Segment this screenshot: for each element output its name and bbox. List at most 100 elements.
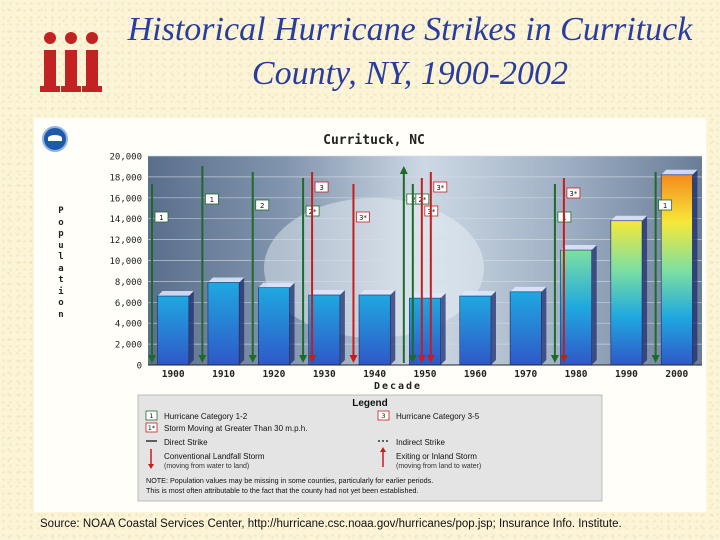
category-box [356,211,370,223]
y-tick-label: 20,000 [109,153,142,163]
y-tick-label: 4,000 [115,320,142,330]
y-tick-label: 16,000 [109,194,142,204]
bar-side [642,215,648,365]
bar-side [692,169,698,365]
bar [409,297,441,366]
bar-top [359,289,396,295]
category-label: 1 [663,202,667,210]
chart-title: Currituck, NC [323,133,425,148]
bar-top [661,169,698,175]
category-box [314,181,329,193]
strike-arrowhead [408,355,417,363]
strike-arrowhead [559,355,568,363]
legend-arrowhead [380,447,386,452]
category-label: 1 [159,214,163,222]
legend-item-label: Hurricane Category 3-5 [396,412,480,421]
legend-key-box [145,422,158,433]
category-box [566,187,581,199]
bar-top [610,215,648,221]
strike-arrowhead [148,355,156,363]
strike-arrowhead [198,355,207,363]
strike-arrowhead [550,355,559,363]
strike-arrowhead [349,355,358,363]
legend-key-box [377,410,390,421]
x-tick-label: 1920 [262,369,285,380]
bar-side [239,277,245,365]
category-label: 3* [569,190,577,198]
y-tick-label: 2,000 [115,341,142,351]
bar-top [560,245,597,251]
bar-side [188,291,194,365]
y-tick-label: 8,000 [115,278,142,288]
y-tick-label: 18,000 [109,173,142,183]
bar-side [541,286,547,365]
y-tick-label: 0 [137,362,142,372]
legend-item-label: Conventional Landfall Storm [164,452,265,461]
legend-note-line: NOTE: Population values may be missing i… [146,476,433,485]
bar-top [157,291,194,297]
category-label: 2 [260,202,264,210]
legend-arrowhead [148,464,154,469]
bar [207,282,240,366]
category-box [204,193,219,205]
category-label: 3* [359,214,367,222]
bar [257,287,290,366]
bar-top [510,286,547,292]
legend-item-sublabel: (moving from water to land) [164,463,249,470]
strike-arrowhead [248,355,257,363]
legend-key-label: 3 [381,412,385,420]
x-tick-label: 1990 [615,369,638,380]
y-tick-label: 10,000 [109,257,142,267]
legend-key-label: 1* [148,424,156,432]
bar-top [409,293,446,299]
legend-key-box [145,410,158,421]
x-tick-label: 1940 [363,369,386,380]
bar [459,295,492,366]
bar [610,220,643,366]
x-tick-label: 1960 [464,369,487,380]
legend-item-label: Exiting or Inland Storm [396,452,477,461]
legend-key-label: 1 [149,412,153,420]
legend-item-label: Hurricane Category 1-2 [164,412,248,421]
legend-item-label: Indirect Strike [396,438,445,447]
bar [560,249,593,366]
bar-top [459,291,496,297]
strike-arrowhead [651,355,660,363]
x-tick-label: 1970 [514,369,537,380]
y-tick-label: 12,000 [109,236,142,246]
chart-panel: Population Currituck, NC 0 2,000 4,000 6,000… [34,118,706,512]
x-tick-label: 2000 [665,369,688,380]
bar-top [258,282,295,288]
category-box [154,211,169,223]
strike-arrowhead [399,166,408,174]
legend-item-label: Direct Strike [164,438,208,447]
bar [308,294,341,366]
legend-item-label: Storm Moving at Greater Than 30 m.p.h. [164,424,307,433]
slide-title: Historical Hurricane Strikes in Currituc… [127,11,693,92]
category-label: 1 [210,196,214,204]
x-axis-label: Decade [374,381,422,392]
bar [358,294,391,366]
strike-arrowhead [299,355,308,363]
bar-top [308,289,345,295]
strike-arrowhead [417,355,426,363]
y-tick-label: 14,000 [109,215,142,225]
bar-side [490,291,496,365]
strike-arrowhead [308,355,317,363]
y-tick-label: 6,000 [115,299,142,309]
x-tick-label: 1930 [313,369,336,380]
bar-side [591,245,597,365]
bar [157,295,190,366]
strike-arrowhead [426,355,435,363]
chart: Currituck, NC 0 2,000 4,000 6,000 8,000 10,000… [109,133,702,502]
bar-side [390,289,396,365]
category-label: 3* [436,184,444,192]
noaa-logo-icon [42,126,68,152]
legend-item-sublabel: (moving from land to water) [396,463,481,470]
source-citation: Source: NOAA Coastal Services Center, ht… [40,518,622,530]
legend-title: Legend [352,398,388,409]
category-box [433,181,448,193]
category-label: 3 [319,184,323,192]
bar-side [339,289,345,365]
legend-box [137,394,603,502]
